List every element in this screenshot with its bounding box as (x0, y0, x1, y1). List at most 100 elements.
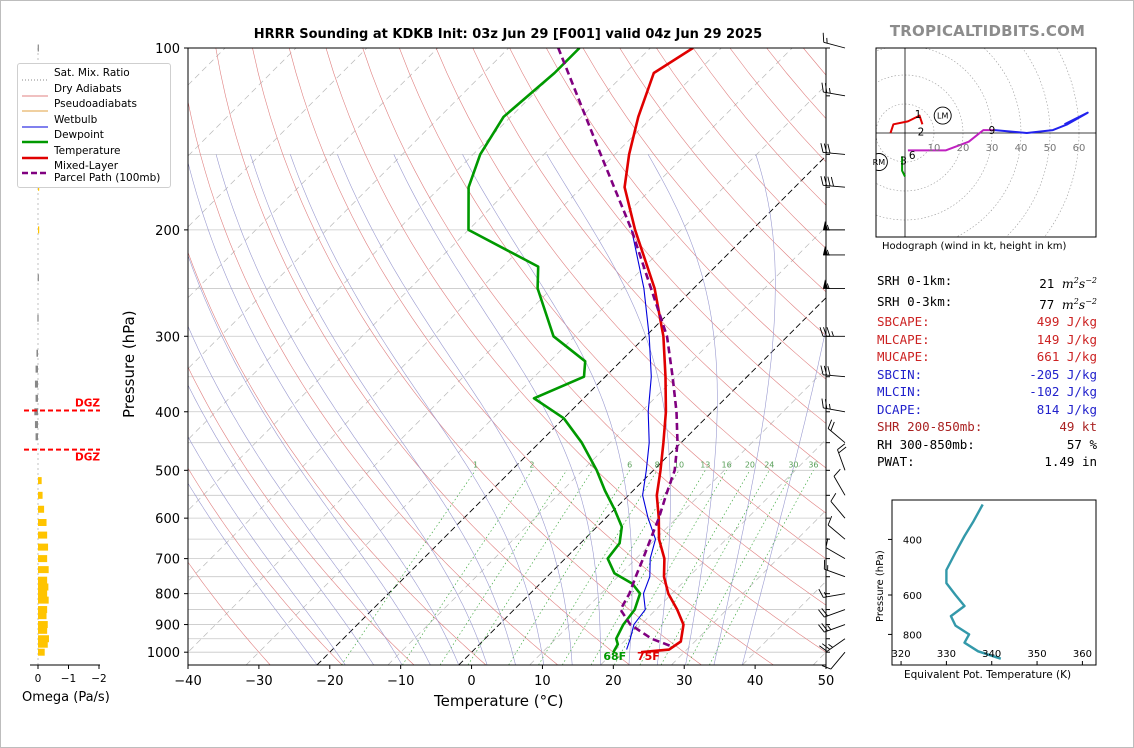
wind-barb-half-flag (826, 224, 830, 231)
wind-barb-flag (823, 559, 826, 570)
mixing-ratio-label: 36 (808, 460, 818, 469)
legend-item: Pseudoadiabats (18, 98, 137, 116)
theta-e-y-label: Pressure (hPa) (875, 550, 886, 622)
wind-barb (822, 32, 846, 49)
wind-barb (819, 638, 846, 652)
omega-bar (38, 566, 49, 574)
dry-adiabat-line (188, 366, 415, 665)
hodograph-segment-line (907, 129, 995, 152)
wind-barb-flag (821, 608, 828, 617)
parameter-label: SBCIN: (877, 366, 923, 382)
wind-barb (818, 608, 846, 618)
wind-barb-flag (818, 624, 825, 633)
parameter-row: RH 300-850mb: 57 % (877, 436, 1097, 454)
legend-item: Mixed-Layer (18, 160, 118, 178)
wind-barb (827, 516, 846, 540)
legend: Sat. Mix. Ratio Dry Adiabats Pseudoadiabat… (17, 63, 171, 188)
wind-barb-flag (827, 176, 831, 187)
hodograph-segment-line (901, 156, 906, 177)
isotherm-line (188, 48, 722, 582)
hodograph-height-label: 9 (989, 125, 996, 137)
wind-barb (820, 365, 846, 378)
legend-swatch (22, 89, 48, 101)
mixing-ratio-line (538, 470, 658, 665)
legend-item: Temperature (18, 145, 121, 163)
omega-bar (38, 555, 48, 563)
storm-motion-marker (876, 153, 888, 171)
mixing-ratio-label: 24 (764, 460, 774, 469)
hodograph-ring-label: 10 (928, 143, 941, 154)
theta-e-y-tick-label: 600 (903, 591, 922, 602)
moist-adiabat-line (188, 482, 318, 665)
parameter-value: 1.49 in (1044, 454, 1097, 470)
series-wetbulb-line (626, 229, 657, 650)
parameter-row: SRH 0-1km: 21 m2s−2 (877, 272, 1097, 293)
omega-bar (38, 606, 48, 614)
wind-barb-staff (823, 407, 846, 413)
parameter-unit: m2s−2 (1061, 276, 1097, 292)
wind-barb-half-flag (828, 87, 831, 94)
omega-bar (38, 576, 48, 584)
hodograph-height-label: 3 (900, 156, 907, 168)
theta-e-x-label: Equivalent Pot. Temperature (K) (904, 669, 1072, 681)
wind-barb-flag (819, 645, 828, 652)
legend-label: Temperature (54, 145, 121, 157)
wind-barb-pennant (823, 245, 828, 255)
theta-e-frame (891, 499, 1097, 666)
legend-swatch (22, 151, 48, 163)
wind-barb-staff (830, 501, 846, 519)
parameter-number: 21 (1039, 276, 1055, 292)
wind-barb-flag (830, 176, 834, 187)
hodograph-panel: 10 20 30 40 50 60 1 2 3 6 9 LM RM (873, 47, 1097, 238)
mixing-ratio-line (561, 470, 680, 665)
parameter-value: 49 kt (1059, 419, 1097, 435)
dry-adiabat-line (582, 48, 826, 336)
wind-barb-staff (823, 152, 846, 155)
omega-bar (38, 612, 47, 620)
wind-barb-half-flag (826, 249, 830, 256)
omega-bar (38, 596, 49, 604)
y-tick-label: 900 (155, 619, 180, 634)
surface-temperature-label: 75F (637, 650, 660, 663)
wind-barb (819, 327, 845, 337)
x-tick-label: −20 (316, 674, 343, 689)
wind-barb-staff (824, 609, 846, 618)
mixing-ratio-label: 6 (627, 460, 632, 469)
omega-x-tick-label: 0 (35, 673, 42, 685)
mixing-ratio-label: 1 (473, 460, 478, 469)
wind-barb-staff (824, 624, 846, 633)
omega-bar (35, 394, 38, 402)
legend-label: Wetbulb (54, 114, 98, 126)
wind-barb-flag (820, 365, 824, 375)
wind-barb-flag (838, 446, 847, 454)
dry-adiabat-line (215, 48, 630, 665)
parameter-label: DCAPE: (877, 401, 923, 417)
omega-bar (38, 226, 40, 234)
wind-barb-staff (827, 428, 846, 444)
y-tick-label: 700 (155, 553, 180, 568)
hodograph-ring-label: 20 (957, 143, 970, 154)
dry-adiabat-line (288, 48, 774, 665)
wind-barb (823, 559, 846, 578)
theta-e-x-tick-label: 340 (982, 649, 1001, 660)
wind-barb (823, 245, 845, 256)
wind-barb-flag (825, 538, 829, 548)
x-tick-label: −10 (387, 674, 414, 689)
parameter-value: 814 J/kg (1036, 401, 1097, 417)
theta-e-x-tick-label: 330 (937, 649, 956, 660)
dry-adiabat-line (252, 48, 702, 665)
wind-barb-half-flag (828, 403, 831, 410)
moist-adiabat-line (188, 436, 346, 665)
legend-label: Parcel Path (100mb) (54, 172, 161, 184)
wind-barb-staff (825, 547, 846, 559)
omega-bar (38, 648, 45, 656)
legend-item: Sat. Mix. Ratio (18, 67, 130, 85)
hodograph-height-label: 2 (918, 127, 925, 139)
moist-adiabat-line (215, 154, 488, 665)
hodograph-ring-label: 30 (986, 143, 999, 154)
wind-barb-pennant (823, 220, 828, 230)
legend-item: Dry Adiabats (18, 83, 122, 101)
legend-swatch (22, 73, 48, 85)
omega-bar (38, 518, 47, 526)
